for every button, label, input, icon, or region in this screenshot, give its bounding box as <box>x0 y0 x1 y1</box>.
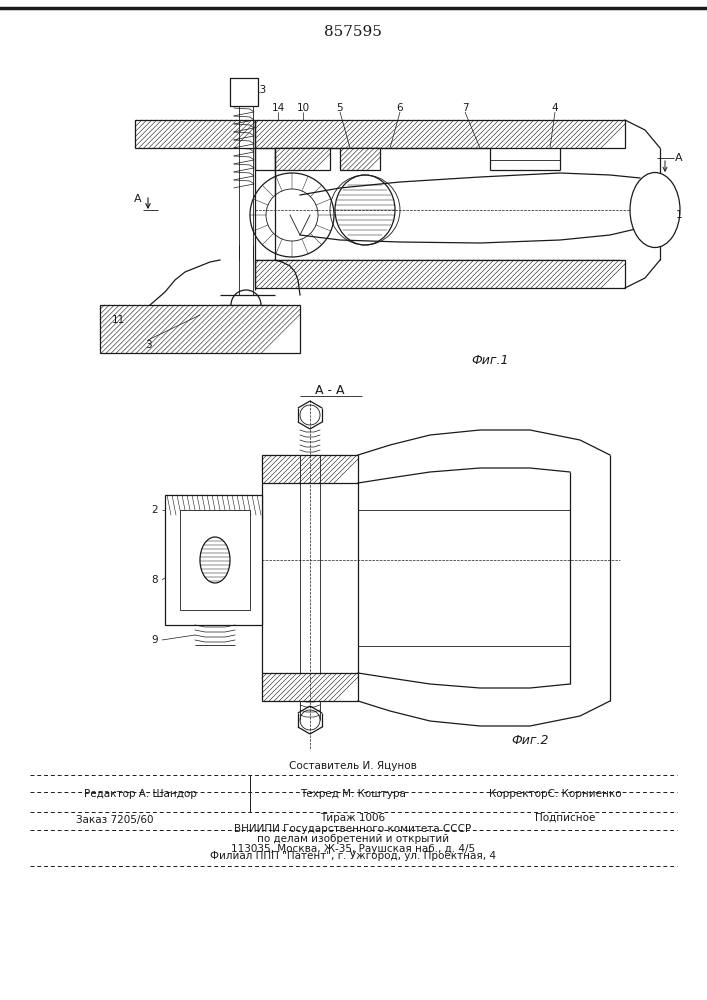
Bar <box>100 305 300 353</box>
Text: по делам изобретений и открытий: по делам изобретений и открытий <box>257 834 449 844</box>
Text: 11: 11 <box>112 315 124 325</box>
Text: 6: 6 <box>397 103 403 113</box>
Text: Тираж 1006: Тираж 1006 <box>320 813 385 823</box>
Text: 857595: 857595 <box>324 25 382 39</box>
Text: А: А <box>134 194 142 204</box>
Bar <box>262 673 358 701</box>
Bar <box>275 148 330 170</box>
Bar <box>262 455 358 483</box>
Bar <box>340 148 380 170</box>
Text: Фиг.1: Фиг.1 <box>472 354 509 366</box>
Text: КорректорС. Корниенко: КорректорС. Корниенко <box>489 789 621 799</box>
Bar <box>230 78 258 106</box>
Text: 8: 8 <box>152 575 158 585</box>
Text: Составитель И. Яцунов: Составитель И. Яцунов <box>289 761 417 771</box>
Text: 3: 3 <box>145 340 151 350</box>
Ellipse shape <box>630 172 680 247</box>
Bar <box>135 120 255 148</box>
Text: 5: 5 <box>337 103 344 113</box>
Text: 113035, Москва, Ж-35, Раушская наб., д. 4/5: 113035, Москва, Ж-35, Раушская наб., д. … <box>231 844 475 854</box>
Text: 9: 9 <box>152 635 158 645</box>
Bar <box>255 120 625 148</box>
Text: 13: 13 <box>253 85 267 95</box>
Bar <box>180 510 250 610</box>
Text: А: А <box>675 153 683 163</box>
Text: 2: 2 <box>152 505 158 515</box>
Text: ВНИИПИ Государственного комитета СССР: ВНИИПИ Государственного комитета СССР <box>235 824 472 834</box>
Text: Техред М. Коштура: Техред М. Коштура <box>300 789 406 799</box>
Text: Редактор А. Шандор: Редактор А. Шандор <box>83 789 197 799</box>
Text: 14: 14 <box>271 103 285 113</box>
Text: 1: 1 <box>676 210 682 220</box>
Bar <box>165 495 262 625</box>
Text: 10: 10 <box>296 103 310 113</box>
Text: Филиал ППП "Патент", г. Ужгород, ул. Проектная, 4: Филиал ППП "Патент", г. Ужгород, ул. Про… <box>210 851 496 861</box>
Text: А - А: А - А <box>315 383 345 396</box>
Text: Фиг.2: Фиг.2 <box>511 734 549 746</box>
Text: Заказ 7205/60: Заказ 7205/60 <box>76 815 153 825</box>
Text: 7: 7 <box>462 103 468 113</box>
Text: Подписное: Подписное <box>534 813 595 823</box>
Text: 4: 4 <box>551 103 559 113</box>
Text: 12: 12 <box>240 93 252 103</box>
Bar <box>255 260 625 288</box>
